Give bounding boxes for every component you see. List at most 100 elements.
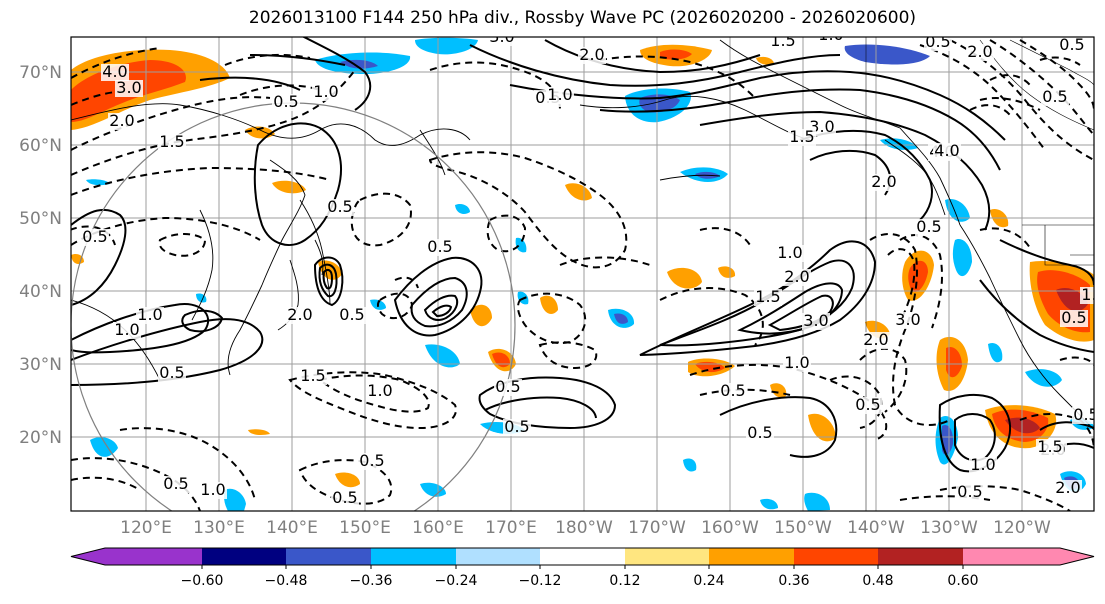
contour-label-bg: [719, 383, 747, 400]
contour-label: 0.5: [1073, 405, 1098, 424]
contour-label: 1.5: [770, 31, 795, 50]
contour-label-bg: [115, 80, 143, 97]
contour-label: 4.0: [934, 141, 959, 160]
contour-label-bg: [158, 134, 186, 151]
contour-label-bg: [158, 365, 186, 382]
colorbar-tick-label: 0.60: [947, 573, 978, 589]
contour-label-bg: [769, 37, 797, 50]
contour-label-bg: [956, 484, 984, 501]
longitude-label: 170°W: [628, 518, 686, 538]
contour-label-bg: [503, 419, 531, 436]
latitude-label: 30°N: [19, 355, 62, 375]
colorbar-swatch: [625, 548, 709, 565]
latitude-label: 70°N: [19, 63, 62, 83]
colorbar-swatch: [709, 548, 794, 565]
contour-label: 1.0: [313, 82, 338, 101]
coastlines: [71, 37, 1094, 511]
colorbar-tick-label: −0.60: [181, 573, 224, 589]
contour-label-bg: [113, 322, 141, 339]
contour-label-bg: [136, 307, 164, 324]
contour-label: 0.5: [916, 217, 941, 236]
contour-label-bg: [783, 269, 811, 286]
contour-label-bg: [578, 47, 606, 64]
colorbar-swatch: [286, 548, 371, 565]
contour-label-bg: [81, 229, 109, 246]
contour-label: 1.5: [300, 366, 325, 385]
longitude-label: 120°W: [993, 518, 1051, 538]
latitude-label: 60°N: [19, 136, 62, 156]
contour-label: 1.0: [784, 353, 809, 372]
longitude-label: 160°E: [412, 518, 464, 538]
contour-label: 0.5: [1059, 35, 1084, 54]
longitude-label: 140°E: [266, 518, 318, 538]
colorbar-swatch: [540, 548, 625, 565]
colorbar-tick-label: 0.24: [693, 573, 724, 589]
contour-label-bg: [915, 219, 943, 236]
contour-label: 0.5: [957, 482, 982, 501]
contour-label: 4.0: [102, 62, 127, 81]
colorbar-swatch: [202, 548, 286, 565]
longitude-label: 140°W: [847, 518, 905, 538]
contour-label: 2.0: [579, 45, 604, 64]
contour-label: 1.0: [367, 381, 392, 400]
contour-label: 0.5: [855, 395, 880, 414]
contour-label-bg: [1041, 89, 1069, 106]
colorbar-tick-label: −0.24: [435, 573, 478, 589]
contour-label-bg: [1060, 310, 1088, 327]
contour-label-bg: [162, 476, 190, 493]
latitude-label: 40°N: [19, 282, 62, 302]
contour-label-bg: [312, 84, 340, 101]
contour-label: 0.5: [159, 363, 184, 382]
colorbar-tick-label: −0.12: [519, 573, 562, 589]
colorbar-swatch: [963, 548, 1060, 565]
contour-label: 0.5: [163, 474, 188, 493]
contour-label-bg: [776, 245, 804, 262]
colorbar-tick-label: 0.48: [862, 573, 893, 589]
contour-label: 1.5: [159, 132, 184, 151]
contour-label: 1.0: [200, 480, 225, 499]
contour-label: 0.5: [82, 227, 107, 246]
colorbar-tick-label: −0.48: [265, 573, 308, 589]
chart-title: 2026013100 F144 250 hPa div., Rossby Wav…: [248, 8, 917, 28]
contour-label: 2.0: [1055, 478, 1080, 497]
longitude-label: 120°E: [120, 518, 172, 538]
colorbar-tick-label: 0.12: [609, 573, 640, 589]
longitude-label: 170°E: [485, 518, 537, 538]
longitude-label: 180°W: [555, 518, 613, 538]
contour-label-bg: [101, 64, 129, 81]
contour-label-bg: [199, 482, 227, 499]
contour-label-bg: [754, 289, 782, 306]
contour-label: 2.0: [784, 267, 809, 286]
contour-label: 0.5: [273, 92, 298, 111]
contour-label-bg: [924, 37, 952, 51]
contour-label-bg: [326, 199, 354, 216]
latitude-label: 50°N: [19, 209, 62, 229]
contour-label: 1.0: [777, 243, 802, 262]
colorbar: −0.60 −0.48 −0.36 −0.24 −0.12 0.12 0.24 0.36 0.4…: [70, 547, 1095, 589]
contour-label-bg: [1058, 37, 1086, 54]
colorbar-tick-label: −0.36: [350, 573, 393, 589]
contour-label: 0.5: [332, 488, 357, 507]
contour-label-bg: [788, 129, 816, 146]
contour-label: 0.5: [427, 237, 452, 256]
contour-label: 1.5: [789, 127, 814, 146]
contour-label: 0.5: [1042, 87, 1067, 106]
colorbar-swatch: [105, 548, 202, 565]
longitude-label: 130°W: [920, 518, 978, 538]
colorbar-extend-high: [1060, 548, 1094, 565]
latitude-label: 20°N: [19, 428, 62, 448]
colorbar-swatch: [794, 548, 878, 565]
contour-label-bg: [1080, 287, 1094, 304]
colorbar-swatch: [878, 548, 963, 565]
contour-label: 1.0: [137, 305, 162, 324]
contour-label: 0.5: [339, 305, 364, 324]
contour-label-bg: [286, 307, 314, 324]
contour-label-bg: [894, 312, 922, 329]
contour-label: 0.5: [504, 417, 529, 436]
contour-label-bg: [969, 457, 997, 474]
contour-label-bg: [1072, 407, 1094, 424]
contour-label: 1.5: [1037, 437, 1062, 456]
contour-label: 1.0: [818, 25, 843, 44]
colorbar-swatch: [456, 548, 540, 565]
contour-label-bg: [366, 383, 394, 400]
